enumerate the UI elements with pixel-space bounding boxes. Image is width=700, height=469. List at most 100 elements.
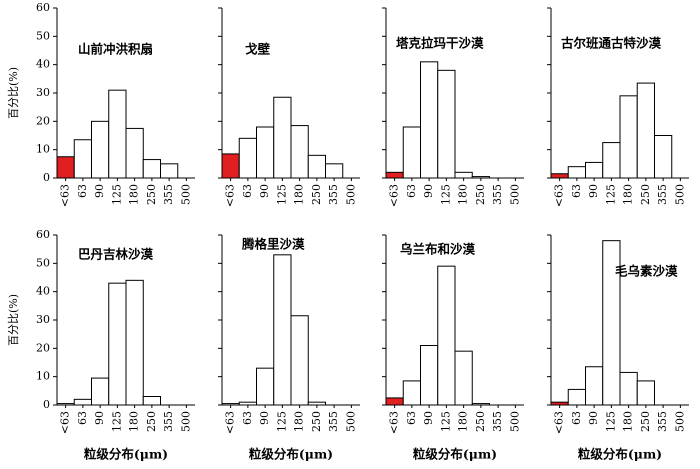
bar <box>420 345 439 406</box>
bar <box>273 254 292 406</box>
bar <box>221 403 240 406</box>
x-tick-label: 500 <box>673 184 686 205</box>
bar <box>471 176 490 179</box>
bar <box>471 403 490 406</box>
x-tick-label: 90 <box>587 411 600 425</box>
bar <box>619 95 638 179</box>
x-tick-label: 125 <box>110 184 123 205</box>
x-tick-label: 180 <box>622 411 635 432</box>
bar <box>142 396 161 406</box>
y-tick-label: 10 <box>36 143 50 156</box>
bar <box>307 401 326 406</box>
bar <box>385 397 404 406</box>
x-tick-label: 63 <box>241 411 254 425</box>
x-tick-label: 500 <box>344 184 357 205</box>
x-tick-label: 63 <box>405 411 418 425</box>
x-tick-label: 90 <box>93 184 106 198</box>
bar <box>307 154 326 179</box>
bar <box>73 139 92 179</box>
x-tick-label: 180 <box>622 184 635 205</box>
x-tick-label: 500 <box>508 184 521 205</box>
y-tick-label: 0 <box>43 398 50 411</box>
y-tick-label: 30 <box>36 313 50 326</box>
y-tick-label: 10 <box>36 370 50 383</box>
y-tick-label: 0 <box>43 171 50 184</box>
bar <box>636 380 655 406</box>
bar <box>56 156 75 179</box>
x-tick-label: <63 <box>224 184 237 207</box>
x-tick-label: 90 <box>258 184 271 198</box>
x-tick-label: 500 <box>508 411 521 432</box>
x-tick-label: 250 <box>639 411 652 432</box>
bar <box>108 282 127 406</box>
bar <box>402 380 421 406</box>
x-tick-label: 90 <box>93 411 106 425</box>
bar <box>385 171 404 179</box>
bar <box>125 279 144 406</box>
x-tick-label: 500 <box>179 184 192 205</box>
y-tick-label: 20 <box>36 114 50 127</box>
y-tick-label: 30 <box>36 86 50 99</box>
x-tick-label: 125 <box>275 411 288 432</box>
panel-title: 戈壁 <box>245 42 271 57</box>
x-axis-label: 粒级分布(μm) <box>578 447 662 462</box>
x-tick-label: 125 <box>275 184 288 205</box>
x-axis-label: 粒级分布(μm) <box>84 447 168 462</box>
bar <box>238 137 257 179</box>
bar <box>91 377 110 406</box>
bar <box>221 153 240 179</box>
bar <box>420 61 439 179</box>
x-tick-label: 63 <box>570 411 583 425</box>
panel-title: 古尔班通古特沙漠 <box>561 36 662 51</box>
x-axis-label: 粒级分布(μm) <box>413 447 497 462</box>
bar <box>585 366 604 406</box>
bar <box>290 125 309 179</box>
bar <box>454 171 473 179</box>
x-tick-label: 500 <box>673 411 686 432</box>
x-tick-label: 355 <box>327 411 340 432</box>
panel-title: 腾格里沙漠 <box>241 237 305 252</box>
x-tick-label: 250 <box>639 184 652 205</box>
x-tick-label: 63 <box>76 411 89 425</box>
bar <box>73 398 92 406</box>
y-tick-label: 40 <box>36 285 50 298</box>
panel-title: 塔克拉玛干沙漠 <box>396 36 484 51</box>
x-tick-label: 355 <box>327 184 340 205</box>
panel-title: 毛乌素沙漠 <box>615 264 678 279</box>
x-tick-label: 180 <box>128 184 141 205</box>
y-tick-label: 60 <box>36 228 50 241</box>
bar <box>567 388 586 406</box>
bar <box>654 135 673 179</box>
x-tick-label: 63 <box>570 184 583 198</box>
y-tick-label: 50 <box>36 29 50 42</box>
x-tick-label: 500 <box>179 411 192 432</box>
x-tick-label: 180 <box>293 411 306 432</box>
x-tick-label: 63 <box>405 184 418 198</box>
bar <box>256 126 275 179</box>
bar <box>454 350 473 406</box>
bar <box>91 120 110 179</box>
bar <box>256 367 275 406</box>
x-tick-label: 180 <box>457 411 470 432</box>
bar <box>567 166 586 179</box>
bar <box>238 401 257 406</box>
y-tick-label: 40 <box>36 58 50 71</box>
x-tick-label: 250 <box>145 184 158 205</box>
bar <box>550 173 569 179</box>
bar <box>636 82 655 179</box>
x-tick-label: 90 <box>258 411 271 425</box>
bar <box>142 159 161 179</box>
y-tick-label: 50 <box>36 256 50 269</box>
x-tick-label: 250 <box>474 411 487 432</box>
x-tick-label: 125 <box>604 184 617 205</box>
bar <box>437 265 456 406</box>
x-tick-label: 250 <box>145 411 158 432</box>
bar <box>125 127 144 179</box>
x-tick-label: 125 <box>110 411 123 432</box>
bar <box>437 69 456 179</box>
x-tick-label: 180 <box>128 411 141 432</box>
x-tick-label: 125 <box>604 411 617 432</box>
x-axis-label: 粒级分布(μm) <box>249 447 333 462</box>
y-tick-label: 60 <box>36 1 50 14</box>
